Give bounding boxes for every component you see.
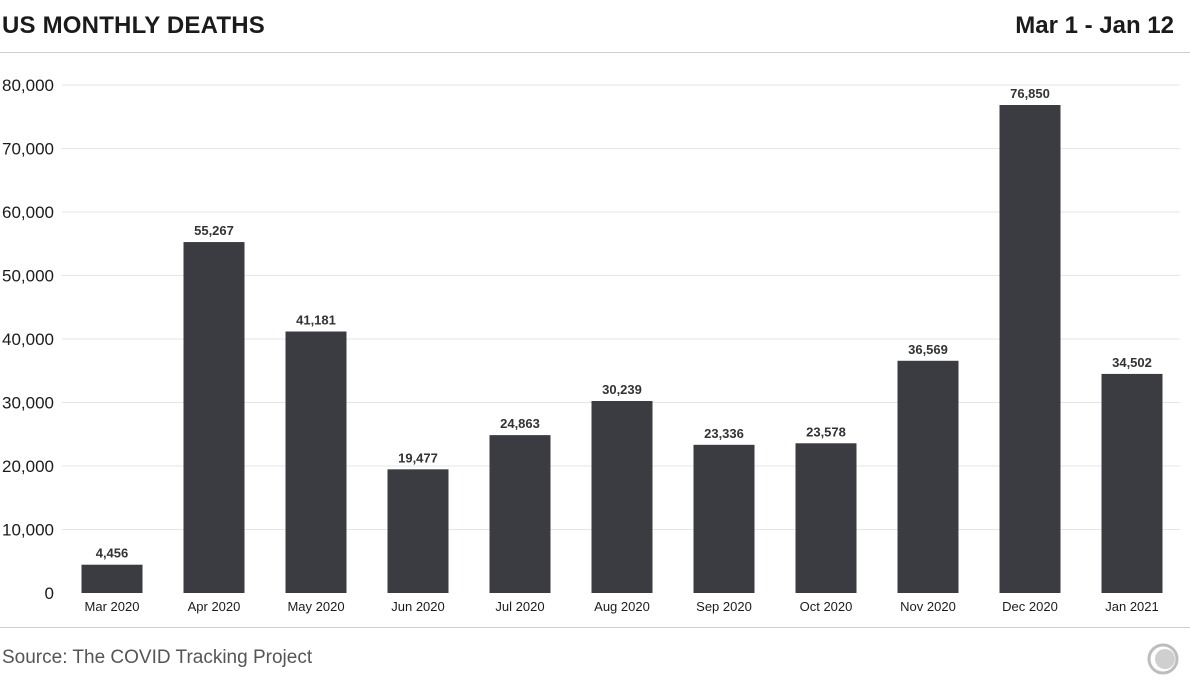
chart-title: US MONTHLY DEATHS [2, 12, 265, 39]
x-tick-label: Oct 2020 [800, 599, 853, 614]
bar [693, 444, 755, 593]
x-tick-label: Aug 2020 [594, 599, 650, 614]
data-label: 23,578 [806, 424, 846, 439]
y-tick-label: 40,000 [2, 330, 54, 349]
data-label: 55,267 [194, 223, 234, 238]
data-label: 76,850 [1010, 86, 1050, 101]
bar [795, 443, 857, 593]
source-note: Source: The COVID Tracking Project [2, 647, 313, 668]
bar [1101, 373, 1163, 593]
x-tick-label: Sep 2020 [696, 599, 752, 614]
x-tick-label: Apr 2020 [188, 599, 241, 614]
x-tick-label: Jul 2020 [495, 599, 544, 614]
x-tick-label: Mar 2020 [85, 599, 140, 614]
bar [897, 360, 959, 593]
data-label: 19,477 [398, 450, 438, 465]
bar [999, 105, 1061, 593]
data-label: 34,502 [1112, 355, 1152, 370]
y-tick-label: 80,000 [2, 76, 54, 95]
y-tick-label: 0 [45, 584, 54, 603]
bar [285, 331, 347, 593]
y-tick-label: 60,000 [2, 203, 54, 222]
data-label: 24,863 [500, 416, 540, 431]
data-label: 41,181 [296, 313, 336, 328]
y-tick-label: 30,000 [2, 394, 54, 413]
y-tick-label: 20,000 [2, 457, 54, 476]
y-tick-label: 70,000 [2, 140, 54, 159]
x-tick-label: Dec 2020 [1002, 599, 1058, 614]
covid-tracking-project-logo-icon [1147, 643, 1179, 675]
data-label: 23,336 [704, 426, 744, 441]
bar [183, 242, 245, 593]
date-range: Mar 1 - Jan 12 [1015, 12, 1174, 39]
chart-header: US MONTHLY DEATHS Mar 1 - Jan 12 [0, 0, 1190, 53]
bar [81, 564, 143, 593]
y-tick-label: 10,000 [2, 521, 54, 540]
x-tick-label: Jun 2020 [391, 599, 445, 614]
bar-chart: 0 10,000 20,000 30,000 40,000 50,000 60,000 70,… [2, 76, 1180, 614]
data-label: 4,456 [96, 546, 129, 561]
bar [489, 435, 551, 593]
footer-divider [0, 627, 1190, 628]
bar [591, 400, 653, 593]
data-label: 30,239 [602, 382, 642, 397]
bar [387, 469, 449, 593]
x-tick-label: Nov 2020 [900, 599, 956, 614]
x-tick-label: Jan 2021 [1105, 599, 1159, 614]
data-label: 36,569 [908, 342, 948, 357]
x-tick-label: May 2020 [287, 599, 344, 614]
y-tick-label: 50,000 [2, 267, 54, 286]
